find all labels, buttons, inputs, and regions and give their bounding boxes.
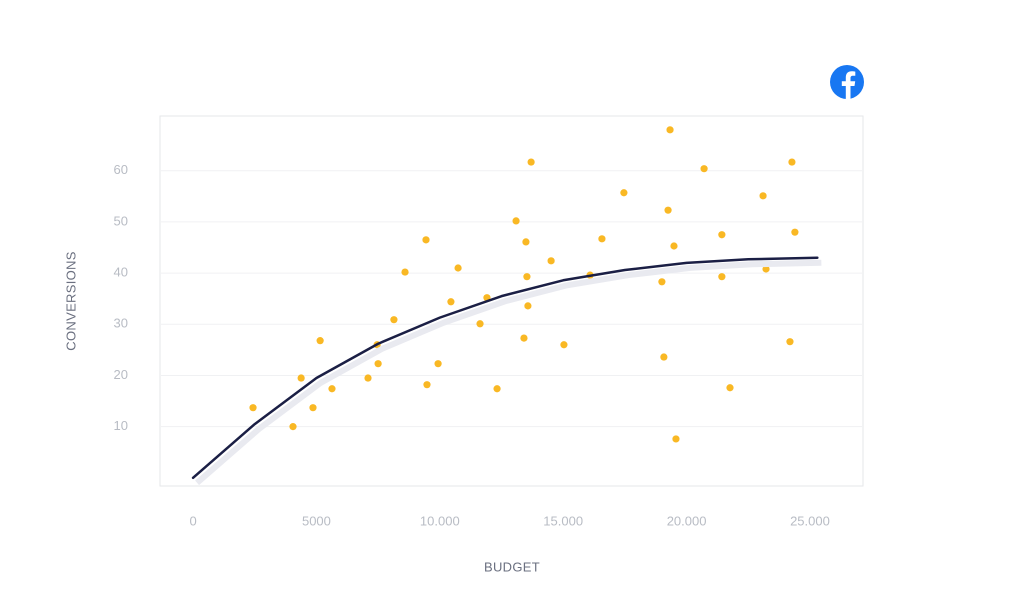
x-tick-label: 25.000 xyxy=(790,513,830,528)
scatter-point xyxy=(520,334,528,342)
scatter-point xyxy=(523,273,531,281)
scatter-point xyxy=(522,238,530,246)
scatter-point xyxy=(547,257,555,265)
x-tick-label: 5000 xyxy=(302,513,331,528)
scatter-point xyxy=(434,360,442,368)
y-tick-label: 10 xyxy=(114,418,128,433)
scatter-point xyxy=(493,385,501,393)
scatter-point xyxy=(700,165,708,173)
scatter-point xyxy=(726,384,734,392)
scatter-point xyxy=(620,189,628,197)
y-tick-label: 20 xyxy=(114,367,128,382)
facebook-logo xyxy=(830,65,864,99)
scatter-point xyxy=(762,265,770,273)
scatter-point xyxy=(476,320,484,328)
scatter-point xyxy=(316,337,324,345)
scatter-point xyxy=(560,341,568,349)
scatter-point xyxy=(447,298,455,306)
scatter-point xyxy=(374,360,382,368)
scatter-point xyxy=(791,228,799,236)
x-tick-label: 20.000 xyxy=(667,513,707,528)
x-tick-label: 0 xyxy=(189,513,196,528)
x-tick-label: 15.000 xyxy=(543,513,583,528)
scatter-point xyxy=(249,404,257,412)
scatter-point xyxy=(718,231,726,239)
scatter-point xyxy=(289,423,297,431)
scatter-point xyxy=(666,126,674,134)
scatter-point xyxy=(672,435,680,443)
scatter-point xyxy=(658,278,666,286)
scatter-point xyxy=(423,381,431,389)
scatter-point xyxy=(759,192,767,200)
scatter-point xyxy=(524,302,532,310)
y-tick-label: 30 xyxy=(114,316,128,331)
y-axis-title: CONVERSIONS xyxy=(63,251,78,350)
scatter-point xyxy=(788,158,796,166)
y-tick-label: 40 xyxy=(114,265,128,280)
scatter-point xyxy=(401,268,409,276)
scatter-point xyxy=(390,316,398,324)
scatter-point xyxy=(670,242,678,250)
y-tick-label: 50 xyxy=(114,213,128,228)
scatter-point xyxy=(454,264,462,272)
scatter-point xyxy=(328,385,336,393)
x-tick-label: 10.000 xyxy=(420,513,460,528)
scatter-point xyxy=(422,236,430,244)
scatter-point xyxy=(598,235,606,243)
scatter-point xyxy=(664,206,672,214)
fit-curve-shadow xyxy=(195,259,822,486)
scatter-point xyxy=(512,217,520,225)
scatter-point xyxy=(309,404,317,412)
y-tick-label: 60 xyxy=(114,162,128,177)
scatter-point xyxy=(297,374,305,382)
scatter-point xyxy=(660,353,668,361)
fit-curve xyxy=(191,256,819,480)
scatter-point xyxy=(527,158,535,166)
scatter-point xyxy=(786,338,794,346)
scatter-point xyxy=(364,374,372,382)
scatter-point xyxy=(718,273,726,281)
x-axis-title: BUDGET xyxy=(484,559,540,574)
